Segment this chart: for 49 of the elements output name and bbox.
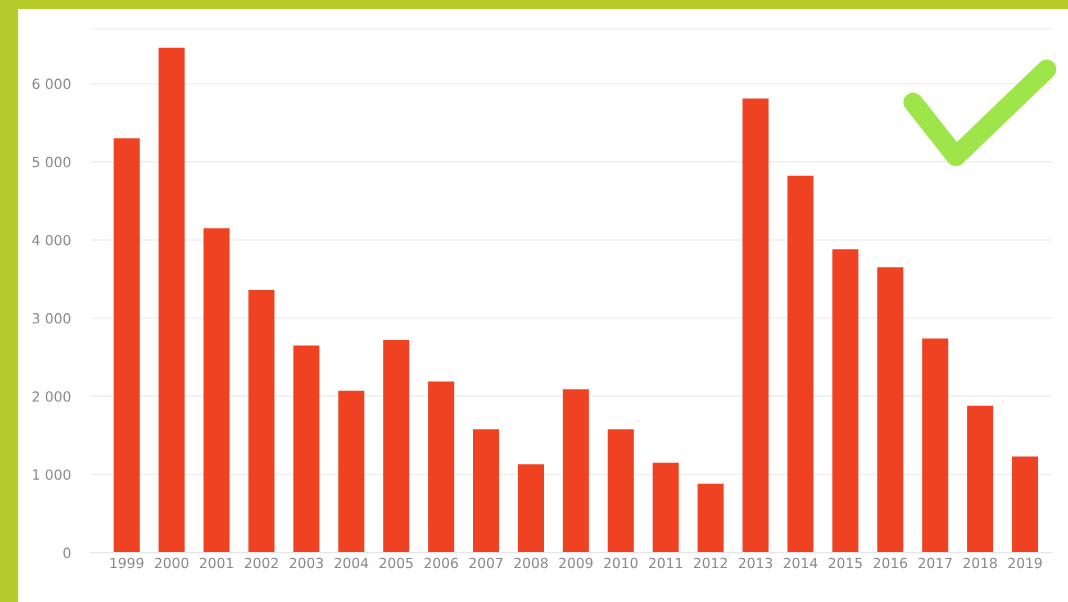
bar — [742, 98, 769, 553]
x-tick-label: 2012 — [693, 557, 727, 569]
x-tick-label: 2006 — [424, 557, 458, 569]
y-tick-label: 2 000 — [32, 391, 71, 402]
x-tick-label: 2005 — [379, 557, 413, 569]
x-tick-label: 1999 — [110, 557, 144, 569]
x-tick-label: 2019 — [1008, 557, 1042, 569]
bar — [832, 249, 859, 553]
x-tick-label: 2016 — [873, 557, 908, 569]
x-tick-label: 2009 — [559, 557, 593, 569]
bar — [338, 390, 365, 553]
bar — [473, 429, 500, 553]
bar — [607, 429, 634, 553]
y-tick-label: 0 — [63, 547, 71, 559]
x-tick-label: 2018 — [963, 557, 997, 569]
x-tick-label: 2011 — [649, 557, 683, 569]
bar — [922, 338, 949, 553]
y-tick-label: 1 000 — [33, 469, 71, 480]
x-tick-label: 2015 — [828, 557, 862, 569]
y-tick-label: 3 000 — [32, 313, 71, 324]
x-tick-label: 2001 — [199, 557, 233, 569]
bar — [967, 405, 994, 553]
y-tick-label: 5 000 — [32, 156, 71, 168]
y-tick-label: 4 000 — [32, 234, 71, 246]
bar — [293, 345, 320, 553]
bar — [428, 381, 455, 553]
x-tick-label: 2004 — [334, 557, 369, 569]
x-tick-label: 2002 — [244, 557, 278, 569]
x-tick-label: 2003 — [289, 557, 323, 569]
y-tick-label: 6 000 — [32, 78, 71, 90]
bar — [877, 267, 904, 553]
bar — [248, 289, 275, 553]
x-tick-label: 2010 — [604, 557, 638, 569]
bar — [383, 340, 410, 553]
bar — [517, 464, 544, 553]
bar — [697, 483, 724, 553]
bar — [1012, 456, 1039, 553]
x-tick-label: 2000 — [154, 557, 189, 569]
bar — [652, 462, 679, 553]
x-tick-label: 2008 — [514, 557, 548, 569]
x-tick-label: 2013 — [738, 557, 773, 569]
bar — [113, 138, 140, 553]
x-tick-label: 2007 — [469, 557, 503, 569]
bar — [787, 175, 814, 553]
x-tick-label: 2014 — [783, 557, 818, 569]
bar — [203, 228, 230, 553]
bar — [562, 389, 589, 553]
bar — [158, 47, 185, 553]
x-tick-label: 2017 — [918, 557, 952, 569]
